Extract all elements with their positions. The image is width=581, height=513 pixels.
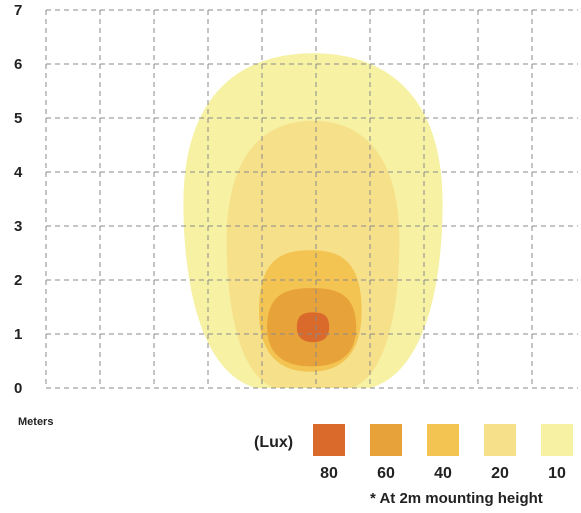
isolux-contours bbox=[183, 53, 443, 388]
legend-value: 10 bbox=[548, 465, 566, 482]
y-tick-label: 3 bbox=[14, 218, 22, 235]
contour-80-lux bbox=[296, 312, 330, 343]
legend-value: 40 bbox=[434, 465, 452, 482]
y-tick-label: 5 bbox=[14, 110, 22, 127]
y-tick-label: 4 bbox=[14, 164, 23, 181]
legend-swatch-20 bbox=[484, 424, 516, 456]
y-tick-label: 0 bbox=[14, 380, 22, 397]
y-tick-label: 1 bbox=[14, 326, 22, 343]
footnote: * At 2m mounting height bbox=[370, 490, 543, 507]
y-tick-label: 2 bbox=[14, 272, 22, 289]
y-tick-label: 7 bbox=[14, 2, 22, 19]
legend-swatch-40 bbox=[427, 424, 459, 456]
legend-swatch-80 bbox=[313, 424, 345, 456]
legend-value: 20 bbox=[491, 465, 509, 482]
y-axis-label: Meters bbox=[18, 416, 54, 428]
y-axis-ticks: 0 1 2 3 4 5 6 7 bbox=[14, 2, 23, 397]
chart-grid bbox=[45, 9, 578, 389]
legend-title: (Lux) bbox=[254, 434, 294, 451]
y-tick-label: 6 bbox=[14, 56, 22, 73]
legend-value: 60 bbox=[377, 465, 395, 482]
legend-swatch-60 bbox=[370, 424, 402, 456]
legend-value: 80 bbox=[320, 465, 338, 482]
legend-swatch-10 bbox=[541, 424, 573, 456]
